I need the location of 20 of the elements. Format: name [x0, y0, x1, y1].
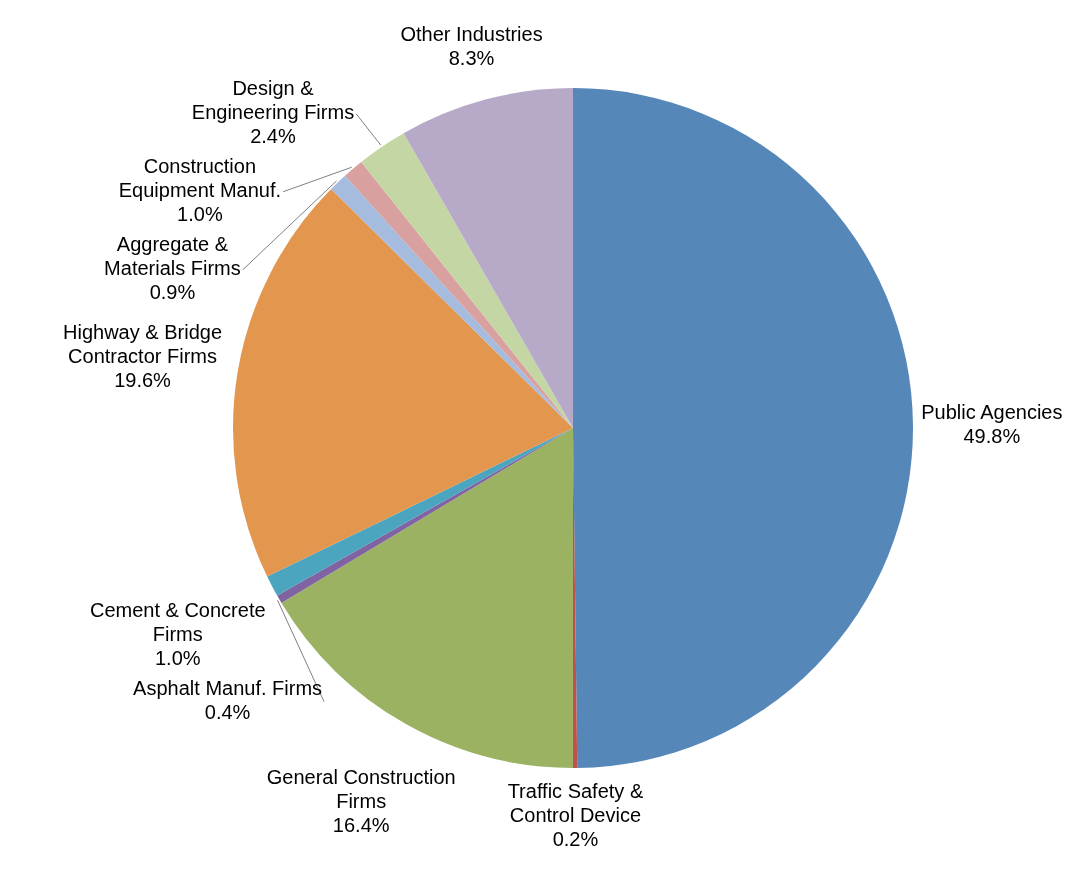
data-label: 19.6%	[114, 368, 172, 391]
slice-label: Asphalt Manuf. Firms	[133, 677, 323, 700]
slice-label: Design & Engineering Firms	[191, 77, 355, 124]
slice-label: Traffic Safety & Control Device	[507, 779, 644, 826]
slice-label: Construction Equipment Manuf.	[118, 155, 282, 202]
slice-label: Cement & Concrete Firms	[89, 599, 266, 646]
data-label: 0.4%	[204, 701, 251, 724]
data-label: 1.0%	[177, 203, 223, 226]
slice-label: Other Industries	[400, 23, 543, 46]
data-label: 0.9%	[149, 281, 196, 304]
data-label: 1.0%	[154, 647, 201, 670]
slice-label: Highway & Bridge Contractor Firms	[63, 320, 223, 367]
data-label: 8.3%	[448, 47, 495, 70]
slice-label: Aggregate & Materials Firms	[104, 233, 241, 280]
data-label: 49.8%	[963, 424, 1021, 447]
data-label: 2.4%	[250, 125, 296, 148]
slice-label: General Construction Firms	[266, 765, 456, 812]
data-label: 0.2%	[552, 827, 599, 850]
data-label: 16.4%	[332, 813, 390, 836]
slice-label: Public Agencies	[921, 400, 1063, 423]
